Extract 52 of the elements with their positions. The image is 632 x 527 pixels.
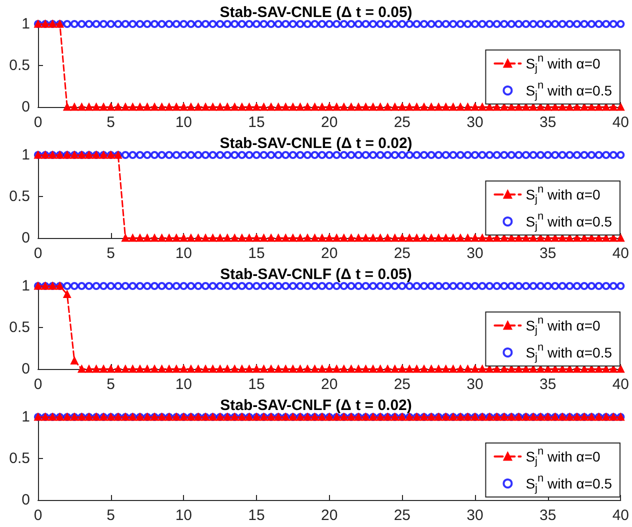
x-tick-label: 0 [34,376,42,393]
x-tick-label: 30 [466,507,484,524]
x-tick-label: 10 [175,114,192,131]
chart-title: Stab-SAV-CNLF (Δ t = 0.05) [220,266,412,283]
y-tick-label: 1 [22,278,30,294]
x-tick-label: 25 [394,376,411,393]
x-tick-label: 30 [466,114,484,131]
x-tick-label: 10 [175,507,192,524]
x-tick-label: 15 [248,376,265,393]
chart-title: Stab-SAV-CNLF (Δ t = 0.02) [220,397,412,414]
x-tick-label: 40 [612,507,629,524]
x-tick-label: 40 [612,114,629,131]
x-tick-label: 35 [539,114,556,131]
x-tick-label: 25 [394,507,411,524]
y-tick-label: 0 [22,98,30,116]
x-tick-label: 5 [106,507,116,524]
y-tick-label: 0 [22,230,30,246]
y-tick-label: 0.5 [9,188,30,205]
x-tick-label: 35 [539,376,556,393]
x-tick-label: 10 [175,376,192,393]
y-tick-label: 1 [22,408,30,426]
y-tick-label: 1 [22,146,30,164]
chart-title: Stab-SAV-CNLE (Δ t = 0.02) [220,135,412,152]
x-tick-label: 15 [248,245,265,262]
y-tick-label: 0 [22,360,30,378]
x-tick-label: 5 [106,114,116,131]
x-tick-label: 20 [320,114,338,131]
y-tick-label: 0.5 [9,319,30,336]
x-tick-label: 40 [612,376,629,393]
x-tick-label: 35 [539,245,556,262]
x-tick-label: 20 [320,245,338,262]
x-tick-label: 20 [320,507,338,524]
x-tick-label: 15 [248,507,265,524]
x-tick-label: 30 [466,245,484,262]
y-tick-label: 1 [22,16,30,32]
chart-title: Stab-SAV-CNLE (Δ t = 0.05) [220,4,412,21]
x-tick-label: 5 [106,245,116,262]
x-tick-label: 20 [320,376,338,393]
x-tick-label: 10 [175,245,192,262]
x-tick-label: 15 [248,114,265,131]
y-tick-label: 0.5 [9,57,30,74]
x-tick-label: 30 [466,376,484,393]
x-tick-label: 25 [394,114,411,131]
y-tick-label: 0.5 [9,450,30,467]
y-tick-label: 0 [22,492,30,508]
x-tick-label: 35 [539,507,556,524]
x-tick-label: 40 [612,245,629,262]
x-tick-label: 0 [34,114,42,131]
x-tick-label: 0 [34,507,42,524]
x-tick-label: 5 [106,376,116,393]
x-tick-label: 0 [34,245,42,262]
x-tick-label: 25 [394,245,411,262]
